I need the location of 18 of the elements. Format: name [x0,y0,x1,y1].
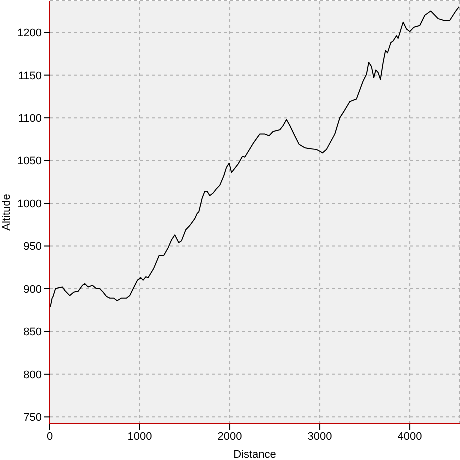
x-tick-label: 0 [46,430,54,443]
x-tick-label: 3000 [308,430,332,443]
y-tick-label: 1150 [18,70,42,82]
x-tick-label: 2000 [218,430,242,443]
y-tick-label: 1200 [18,28,42,40]
y-tick-label: 750 [24,412,42,424]
y-tick-label: 950 [24,241,42,254]
y-tick-label: 1100 [18,112,42,125]
y-tick-label: 900 [24,284,42,296]
x-tick-label: 4000 [398,430,422,443]
x-tick-label: 1000 [128,430,152,443]
y-tick-label: 1050 [18,156,42,168]
x-axis-title: Distance [234,449,276,460]
y-tick-label: 800 [24,369,42,382]
line-series [50,6,460,308]
y-axis-title: Altitude [0,194,13,231]
y-tick-label: 850 [24,326,42,339]
y-tick-label: 1000 [18,198,42,210]
